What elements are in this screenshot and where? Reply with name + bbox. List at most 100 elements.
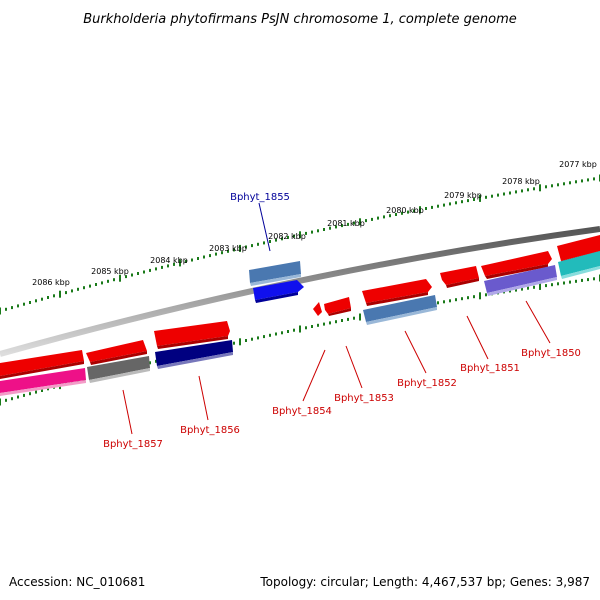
gene-label-bphyt-1854[interactable]: Bphyt_1854: [272, 406, 332, 417]
scale-label: 2077 kbp: [559, 160, 597, 169]
minor-tick: [143, 270, 145, 274]
gene-label-bphyt-1851[interactable]: Bphyt_1851: [460, 363, 520, 374]
minor-tick: [197, 257, 199, 260]
accession-text: Accession: NC_010681: [9, 575, 145, 589]
forward-genes: [0, 235, 600, 379]
gene-label-bphyt-1852[interactable]: Bphyt_1852: [397, 378, 457, 389]
minor-tick: [47, 296, 49, 299]
minor-tick: [341, 319, 343, 322]
gene-labels: Bphyt_1850 Bphyt_1851 Bphyt_1852 Bphyt_1…: [103, 192, 581, 450]
minor-tick: [347, 317, 349, 321]
minor-tick: [251, 337, 253, 341]
gene-arrow[interactable]: [558, 251, 600, 279]
minor-tick: [437, 204, 439, 208]
minor-tick: [17, 395, 19, 399]
minor-tick: [485, 195, 487, 199]
minor-tick: [425, 207, 427, 210]
gene-arrow-bphyt-1855[interactable]: [249, 261, 301, 286]
gene-label-bphyt-1857[interactable]: Bphyt_1857: [103, 439, 163, 450]
minor-tick: [287, 330, 289, 333]
leader-lines: [122, 202, 551, 435]
minor-tick: [467, 199, 469, 203]
minor-tick: [89, 284, 91, 288]
minor-tick: [113, 278, 115, 282]
minor-tick: [491, 194, 493, 198]
major-tick: [539, 184, 541, 192]
minor-tick: [305, 231, 307, 235]
minor-tick: [563, 281, 565, 285]
gene-arrow[interactable]: [362, 279, 432, 306]
minor-tick: [203, 255, 205, 259]
minor-tick: [443, 300, 445, 304]
scale-label: 2082 kbp: [268, 232, 306, 241]
minor-tick: [233, 248, 235, 252]
minor-tick: [557, 282, 559, 286]
minor-tick: [545, 185, 547, 189]
minor-tick: [455, 201, 457, 205]
minor-tick: [263, 241, 265, 245]
scale-labels: 2077 kbp 2078 kbp 2079 kbp 2080 kbp 2081…: [32, 160, 597, 287]
scale-label: 2080 kbp: [386, 206, 424, 215]
minor-tick: [317, 323, 319, 327]
minor-tick: [29, 301, 31, 304]
gene-arrow[interactable]: [481, 251, 552, 279]
minor-tick: [527, 286, 529, 290]
minor-tick: [41, 389, 43, 392]
gene-arrow[interactable]: [86, 340, 147, 365]
major-tick: [239, 338, 241, 346]
minor-tick: [521, 287, 523, 291]
minor-tick: [5, 307, 7, 311]
minor-tick: [41, 297, 43, 301]
gene-label-bphyt-1855[interactable]: Bphyt_1855: [230, 192, 290, 203]
gene-arrow[interactable]: [0, 350, 84, 379]
minor-tick: [455, 298, 457, 302]
major-tick: [299, 231, 301, 239]
minor-tick: [233, 341, 235, 345]
minor-tick: [23, 302, 25, 306]
gene-arrow[interactable]: [313, 302, 322, 316]
minor-tick: [17, 304, 19, 308]
gene-arrow[interactable]: [324, 297, 351, 316]
gene-arrow[interactable]: [0, 368, 86, 396]
gene-arrow[interactable]: [154, 321, 230, 349]
minor-tick: [5, 398, 7, 402]
minor-tick: [227, 249, 229, 253]
minor-tick: [431, 205, 433, 209]
minor-tick: [257, 336, 259, 340]
minor-tick: [161, 265, 163, 269]
minor-tick: [77, 287, 79, 291]
gene-arrow[interactable]: [484, 265, 557, 296]
minor-tick: [107, 279, 109, 283]
minor-tick: [29, 392, 31, 396]
gene-arrow[interactable]: [155, 340, 233, 369]
gene-label-bphyt-1856[interactable]: Bphyt_1856: [180, 425, 240, 436]
minor-tick: [527, 188, 529, 192]
minor-tick: [509, 289, 511, 293]
minor-tick: [209, 254, 211, 258]
minor-tick: [323, 228, 325, 231]
major-tick: [359, 218, 361, 226]
minor-tick: [269, 333, 271, 337]
minor-tick: [551, 184, 553, 188]
scale-label: 2081 kbp: [327, 219, 365, 228]
minor-tick: [53, 294, 55, 298]
minor-tick: [533, 187, 535, 191]
gene-arrow[interactable]: [440, 266, 479, 288]
scale-label: 2078 kbp: [502, 177, 540, 186]
minor-tick: [293, 234, 295, 238]
gene-label-bphyt-1853[interactable]: Bphyt_1853: [334, 393, 394, 404]
minor-tick: [521, 189, 523, 193]
gene-label-bphyt-1850[interactable]: Bphyt_1850: [521, 348, 581, 359]
minor-tick: [335, 320, 337, 324]
gene-arrow[interactable]: [87, 356, 150, 383]
minor-tick: [71, 289, 73, 293]
gene-arrow[interactable]: [253, 280, 304, 303]
minor-tick: [155, 267, 157, 271]
minor-tick: [569, 280, 571, 284]
minor-tick: [329, 226, 331, 230]
gene-arrow[interactable]: [363, 295, 437, 325]
minor-tick: [281, 237, 283, 241]
minor-tick: [251, 244, 253, 248]
minor-tick: [221, 251, 223, 255]
